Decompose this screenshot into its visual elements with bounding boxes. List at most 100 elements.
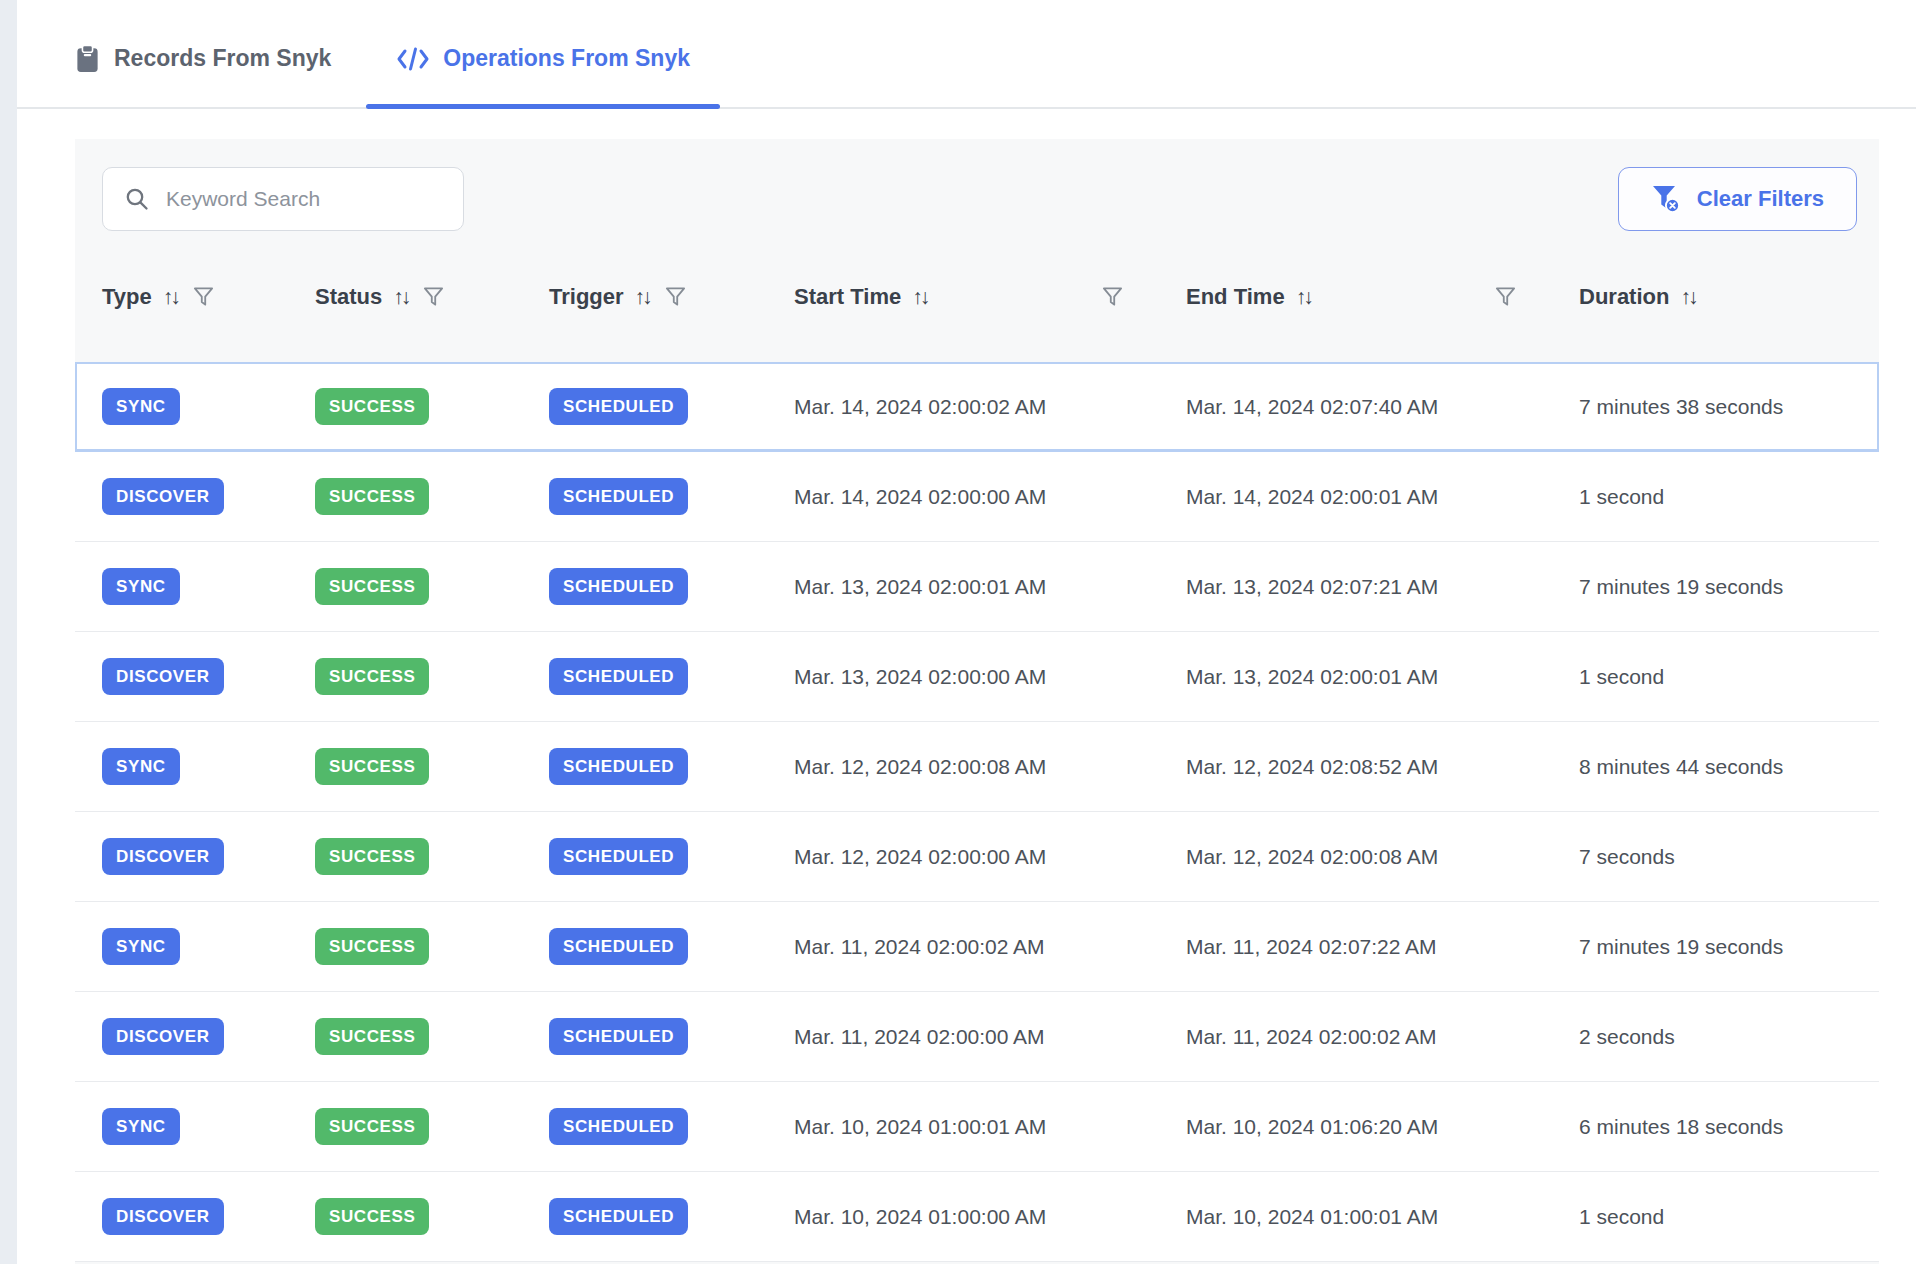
table-row[interactable]: DISCOVER SUCCESS SCHEDULED Mar. 11, 2024…: [75, 992, 1879, 1082]
start-time-cell: Mar. 12, 2024 02:00:00 AM: [794, 845, 1186, 869]
type-badge: DISCOVER: [102, 478, 224, 515]
end-time-cell: Mar. 10, 2024 01:06:20 AM: [1186, 1115, 1579, 1139]
sort-icon[interactable]: ↑↓: [912, 285, 930, 309]
column-header-end-time: End Time ↑↓: [1186, 284, 1579, 310]
type-badge: DISCOVER: [102, 658, 224, 695]
table-row[interactable]: DISCOVER SUCCESS SCHEDULED Mar. 12, 2024…: [75, 812, 1879, 902]
status-badge: SUCCESS: [315, 1108, 429, 1145]
start-time-cell: Mar. 11, 2024 02:00:02 AM: [794, 935, 1186, 959]
tab-operations-from-snyk[interactable]: Operations From Snyk: [366, 10, 720, 107]
trigger-cell: SCHEDULED: [549, 568, 794, 605]
tab-bar: Records From Snyk Operations From Snyk: [17, 0, 1916, 109]
trigger-cell: SCHEDULED: [549, 478, 794, 515]
table-row[interactable]: SYNC SUCCESS SCHEDULED Mar. 13, 2024 02:…: [75, 542, 1879, 632]
filter-funnel-icon[interactable]: [192, 285, 215, 308]
status-badge: SUCCESS: [315, 1198, 429, 1235]
table-header-row: Type ↑↓ Status ↑↓ Trigger ↑↓: [75, 231, 1879, 362]
duration-cell: 7 minutes 19 seconds: [1579, 935, 1859, 959]
table-row[interactable]: SYNC SUCCESS SCHEDULED Mar. 10, 2024 01:…: [75, 1082, 1879, 1172]
trigger-cell: SCHEDULED: [549, 1018, 794, 1055]
status-cell: SUCCESS: [315, 1108, 549, 1145]
trigger-badge: SCHEDULED: [549, 1108, 688, 1145]
trigger-badge: SCHEDULED: [549, 568, 688, 605]
filter-funnel-icon[interactable]: [422, 285, 445, 308]
sort-icon[interactable]: ↑↓: [163, 285, 181, 309]
end-time-cell: Mar. 11, 2024 02:07:22 AM: [1186, 935, 1579, 959]
table-row[interactable]: SYNC SUCCESS SCHEDULED Mar. 12, 2024 02:…: [75, 722, 1879, 812]
status-cell: SUCCESS: [315, 748, 549, 785]
trigger-cell: SCHEDULED: [549, 838, 794, 875]
duration-cell: 8 minutes 44 seconds: [1579, 755, 1859, 779]
status-badge: SUCCESS: [315, 478, 429, 515]
end-time-cell: Mar. 12, 2024 02:00:08 AM: [1186, 845, 1579, 869]
tab-label: Records From Snyk: [114, 45, 331, 72]
clipboard-icon: [74, 44, 101, 74]
type-badge: SYNC: [102, 928, 180, 965]
start-time-cell: Mar. 11, 2024 02:00:00 AM: [794, 1025, 1186, 1049]
start-time-cell: Mar. 10, 2024 01:00:00 AM: [794, 1205, 1186, 1229]
type-cell: DISCOVER: [102, 658, 315, 695]
status-cell: SUCCESS: [315, 478, 549, 515]
type-badge: DISCOVER: [102, 838, 224, 875]
trigger-cell: SCHEDULED: [549, 658, 794, 695]
column-label: Start Time: [794, 284, 901, 310]
sort-icon[interactable]: ↑↓: [1296, 285, 1314, 309]
column-header-start-time: Start Time ↑↓: [794, 284, 1186, 310]
column-header-status: Status ↑↓: [315, 284, 549, 310]
status-cell: SUCCESS: [315, 838, 549, 875]
start-time-cell: Mar. 13, 2024 02:00:00 AM: [794, 665, 1186, 689]
active-tab-indicator: [366, 104, 720, 109]
trigger-badge: SCHEDULED: [549, 748, 688, 785]
table-row[interactable]: SYNC SUCCESS SCHEDULED Mar. 11, 2024 02:…: [75, 902, 1879, 992]
type-cell: SYNC: [102, 1108, 315, 1145]
sort-icon[interactable]: ↑↓: [635, 285, 653, 309]
status-badge: SUCCESS: [315, 658, 429, 695]
end-time-cell: Mar. 13, 2024 02:07:21 AM: [1186, 575, 1579, 599]
duration-cell: 2 seconds: [1579, 1025, 1859, 1049]
trigger-badge: SCHEDULED: [549, 1198, 688, 1235]
duration-cell: 6 minutes 18 seconds: [1579, 1115, 1859, 1139]
trigger-cell: SCHEDULED: [549, 748, 794, 785]
status-cell: SUCCESS: [315, 1018, 549, 1055]
code-icon: [396, 46, 430, 72]
table-row[interactable]: DISCOVER SUCCESS SCHEDULED Mar. 10, 2024…: [75, 1172, 1879, 1262]
table-row[interactable]: DISCOVER SUCCESS SCHEDULED Mar. 14, 2024…: [75, 452, 1879, 542]
type-badge: SYNC: [102, 388, 180, 425]
status-badge: SUCCESS: [315, 928, 429, 965]
search-input[interactable]: [166, 187, 447, 211]
table-row[interactable]: DISCOVER SUCCESS SCHEDULED Mar. 13, 2024…: [75, 632, 1879, 722]
type-cell: DISCOVER: [102, 478, 315, 515]
type-badge: DISCOVER: [102, 1018, 224, 1055]
end-time-cell: Mar. 13, 2024 02:00:01 AM: [1186, 665, 1579, 689]
column-label: Status: [315, 284, 382, 310]
trigger-cell: SCHEDULED: [549, 388, 794, 425]
tab-records-from-snyk[interactable]: Records From Snyk: [44, 10, 361, 107]
clear-filters-button[interactable]: Clear Filters: [1618, 167, 1857, 231]
tab-label: Operations From Snyk: [443, 45, 690, 72]
column-header-duration: Duration ↑↓: [1579, 284, 1859, 310]
column-header-trigger: Trigger ↑↓: [549, 284, 794, 310]
sort-icon[interactable]: ↑↓: [393, 285, 411, 309]
status-badge: SUCCESS: [315, 1018, 429, 1055]
table-row[interactable]: SYNC SUCCESS SCHEDULED Mar. 14, 2024 02:…: [75, 362, 1879, 452]
filter-funnel-icon[interactable]: [664, 285, 687, 308]
column-label: Trigger: [549, 284, 624, 310]
table-toolbar: Clear Filters: [75, 139, 1879, 231]
trigger-cell: SCHEDULED: [549, 1108, 794, 1145]
end-time-cell: Mar. 11, 2024 02:00:02 AM: [1186, 1025, 1579, 1049]
trigger-badge: SCHEDULED: [549, 388, 688, 425]
trigger-badge: SCHEDULED: [549, 838, 688, 875]
status-cell: SUCCESS: [315, 928, 549, 965]
duration-cell: 7 minutes 19 seconds: [1579, 575, 1859, 599]
clear-filters-label: Clear Filters: [1697, 186, 1824, 212]
type-cell: SYNC: [102, 568, 315, 605]
trigger-badge: SCHEDULED: [549, 928, 688, 965]
status-badge: SUCCESS: [315, 388, 429, 425]
filter-funnel-icon[interactable]: [1494, 285, 1517, 308]
start-time-cell: Mar. 14, 2024 02:00:02 AM: [794, 395, 1186, 419]
status-cell: SUCCESS: [315, 658, 549, 695]
end-time-cell: Mar. 10, 2024 01:00:01 AM: [1186, 1205, 1579, 1229]
duration-cell: 1 second: [1579, 485, 1859, 509]
sort-icon[interactable]: ↑↓: [1680, 285, 1698, 309]
filter-funnel-icon[interactable]: [1101, 285, 1124, 308]
